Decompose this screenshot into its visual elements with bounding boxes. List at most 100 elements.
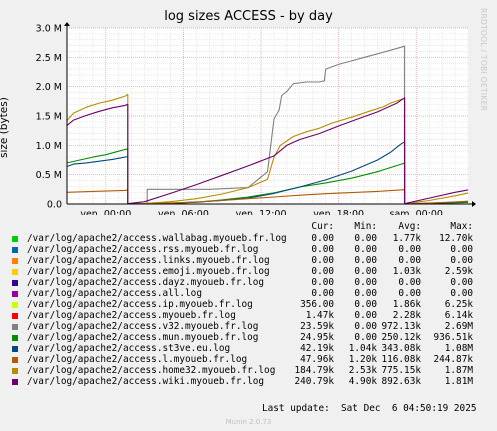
legend-swatch <box>12 236 18 242</box>
legend-series-name: /var/log/apache2/access.home32.myoueb.fr… <box>27 365 276 376</box>
legend-value-avg: 0.00 <box>398 288 421 299</box>
legend-value-min: 1.04k <box>348 343 377 354</box>
legend-value-cur: 0.00 <box>311 277 334 288</box>
legend-value-max: 0.00 <box>450 244 473 255</box>
legend-series-name: /var/log/apache2/access.ip.myoueb.fr.log <box>27 299 253 310</box>
legend-value-cur: 1.47k <box>305 310 334 321</box>
y-tick-label: 2.0 M <box>36 82 62 93</box>
legend-header-avg: Avg: <box>398 221 421 232</box>
y-tick-label: 0.5 M <box>36 170 62 181</box>
legend-value-avg: 116.08k <box>381 354 421 365</box>
chart-title: log sizes ACCESS - by day <box>164 9 333 24</box>
legend-value-max: 6.25k <box>444 299 473 310</box>
chart-canvas: 0.0 0.5 M 1.0 M 1.5 M 2.0 M 2.5 M 3.0 M ven. 00… <box>36 22 476 216</box>
legend-value-cur: 24.95k <box>300 332 334 343</box>
legend-entry: /var/log/apache2/access.wiki.myoueb.fr.l… <box>12 376 492 387</box>
y-tick-label: 2.5 M <box>36 53 62 64</box>
legend-value-min: 0.00 <box>354 255 377 266</box>
legend-value-avg: 1.86k <box>392 299 421 310</box>
legend-entry: /var/log/apache2/access.dayz.myoueb.fr.l… <box>12 277 492 288</box>
series-line <box>66 97 469 205</box>
legend-entry: /var/log/apache2/access.emoji.myoueb.fr.… <box>12 266 492 277</box>
rrdtool-watermark: RRDTOOL / TOBI OETIKER <box>479 8 488 112</box>
legend-value-cur: 0.00 <box>311 244 334 255</box>
legend-value-min: 0.00 <box>354 244 377 255</box>
legend-value-avg: 343.08k <box>381 343 421 354</box>
legend-entry: /var/log/apache2/access.ip.myoueb.fr.log… <box>12 299 492 310</box>
legend-series-name: /var/log/apache2/access.emoji.myoueb.fr.… <box>27 266 270 277</box>
legend-value-avg: 0.00 <box>398 277 421 288</box>
legend-entry: /var/log/apache2/access.l.myoueb.fr.log 4… <box>12 354 492 365</box>
legend-value-max: 1.87M <box>444 365 473 376</box>
legend-value-min: 0.00 <box>354 299 377 310</box>
legend-entry: /var/log/apache2/access.myoueb.fr.log 1.4… <box>12 310 492 321</box>
legend-value-cur: 42.19k <box>300 343 334 354</box>
grid-lines <box>67 27 468 204</box>
legend-series-name: /var/log/apache2/access.l.myoueb.fr.log <box>27 354 248 365</box>
legend-swatch <box>12 302 18 308</box>
legend-value-avg: 775.15k <box>381 365 421 376</box>
legend-value-cur: 0.00 <box>311 288 334 299</box>
legend-value-max: 2.69M <box>444 321 473 332</box>
legend-value-cur: 0.00 <box>311 233 334 244</box>
legend-header-cur: Cur: <box>311 221 334 232</box>
series-line <box>67 45 468 205</box>
legend-swatch <box>12 313 18 319</box>
legend-value-cur: 23.59k <box>300 321 334 332</box>
legend-value-max: 6.14k <box>444 310 473 321</box>
y-tick-label: 3.0 M <box>36 24 62 35</box>
legend-entry: /var/log/apache2/access.wallabag.myoueb.… <box>12 233 492 244</box>
tick-labels: 0.0 0.5 M 1.0 M 1.5 M 2.0 M 2.5 M 3.0 M ven. 00… <box>36 24 443 216</box>
legend-series-name: /var/log/apache2/access.dayz.myoueb.fr.l… <box>27 277 265 288</box>
legend-swatch <box>12 346 18 352</box>
legend-value-cur: 240.79k <box>294 376 334 387</box>
legend-value-max: 1.08M <box>444 343 473 354</box>
x-tick-label: ven. 06:00 <box>158 209 209 215</box>
legend-series-name: /var/log/apache2/access.links.myoueb.fr.… <box>27 255 270 266</box>
legend-series-name: /var/log/apache2/access.mun.myoueb.fr.lo… <box>27 332 259 343</box>
legend-value-max: 2.59k <box>444 266 473 277</box>
legend-entry: /var/log/apache2/access.links.myoueb.fr.… <box>12 255 492 266</box>
legend-value-max: 12.70k <box>439 233 473 244</box>
legend-series-name: /var/log/apache2/access.wiki.myoueb.fr.l… <box>27 376 265 387</box>
legend-swatch <box>12 258 18 264</box>
legend-series-name: /var/log/apache2/access.rss.myoueb.fr.lo… <box>27 244 259 255</box>
x-tick-label: ven. 18:00 <box>313 209 364 215</box>
legend-value-min: 0.00 <box>354 310 377 321</box>
legend-series-name: /var/log/apache2/access.v32.myoueb.fr.lo… <box>27 321 259 332</box>
legend-value-max: 0.00 <box>450 288 473 299</box>
legend-value-avg: 0.00 <box>398 244 421 255</box>
legend-value-avg: 0.00 <box>398 255 421 266</box>
legend-value-cur: 356.00 <box>300 299 334 310</box>
legend-value-cur: 0.00 <box>311 255 334 266</box>
legend-value-cur: 47.96k <box>300 354 334 365</box>
legend-header-min: Min: <box>354 221 377 232</box>
legend-swatch <box>12 247 18 253</box>
legend-value-min: 0.00 <box>354 288 377 299</box>
legend-entry: /var/log/apache2/access.all.log 0.00 0.00 0… <box>12 288 492 299</box>
legend-value-min: 4.90k <box>348 376 377 387</box>
legend-value-avg: 2.28k <box>392 310 421 321</box>
legend-entry: /var/log/apache2/access.st3ve.eu.log 42.1… <box>12 343 492 354</box>
legend-entry: /var/log/apache2/access.rss.myoueb.fr.lo… <box>12 244 492 255</box>
x-tick-label: ven. 12:00 <box>236 209 287 215</box>
legend-entry: /var/log/apache2/access.mun.myoueb.fr.lo… <box>12 332 492 343</box>
legend-series-name: /var/log/apache2/access.st3ve.eu.log <box>27 343 231 354</box>
legend-swatch <box>12 280 18 286</box>
legend-swatch <box>12 379 18 385</box>
munin-version: Munin 2.0.73 <box>225 418 272 426</box>
legend-swatch <box>12 291 18 297</box>
legend-value-max: 0.00 <box>450 277 473 288</box>
legend-value-avg: 1.03k <box>392 266 421 277</box>
legend-value-cur: 0.00 <box>311 266 334 277</box>
legend-value-max: 1.81M <box>444 376 473 387</box>
legend-swatch <box>12 324 18 330</box>
y-tick-label: 1.0 M <box>36 141 62 152</box>
legend-value-min: 0.00 <box>354 277 377 288</box>
legend-swatch <box>12 357 18 363</box>
legend-value-min: 0.00 <box>354 266 377 277</box>
legend-value-min: 0.00 <box>354 332 377 343</box>
y-tick-label: 0.0 <box>47 200 62 211</box>
legend-entry: /var/log/apache2/access.home32.myoueb.fr… <box>12 365 492 376</box>
legend-value-avg: 892.63k <box>381 376 421 387</box>
